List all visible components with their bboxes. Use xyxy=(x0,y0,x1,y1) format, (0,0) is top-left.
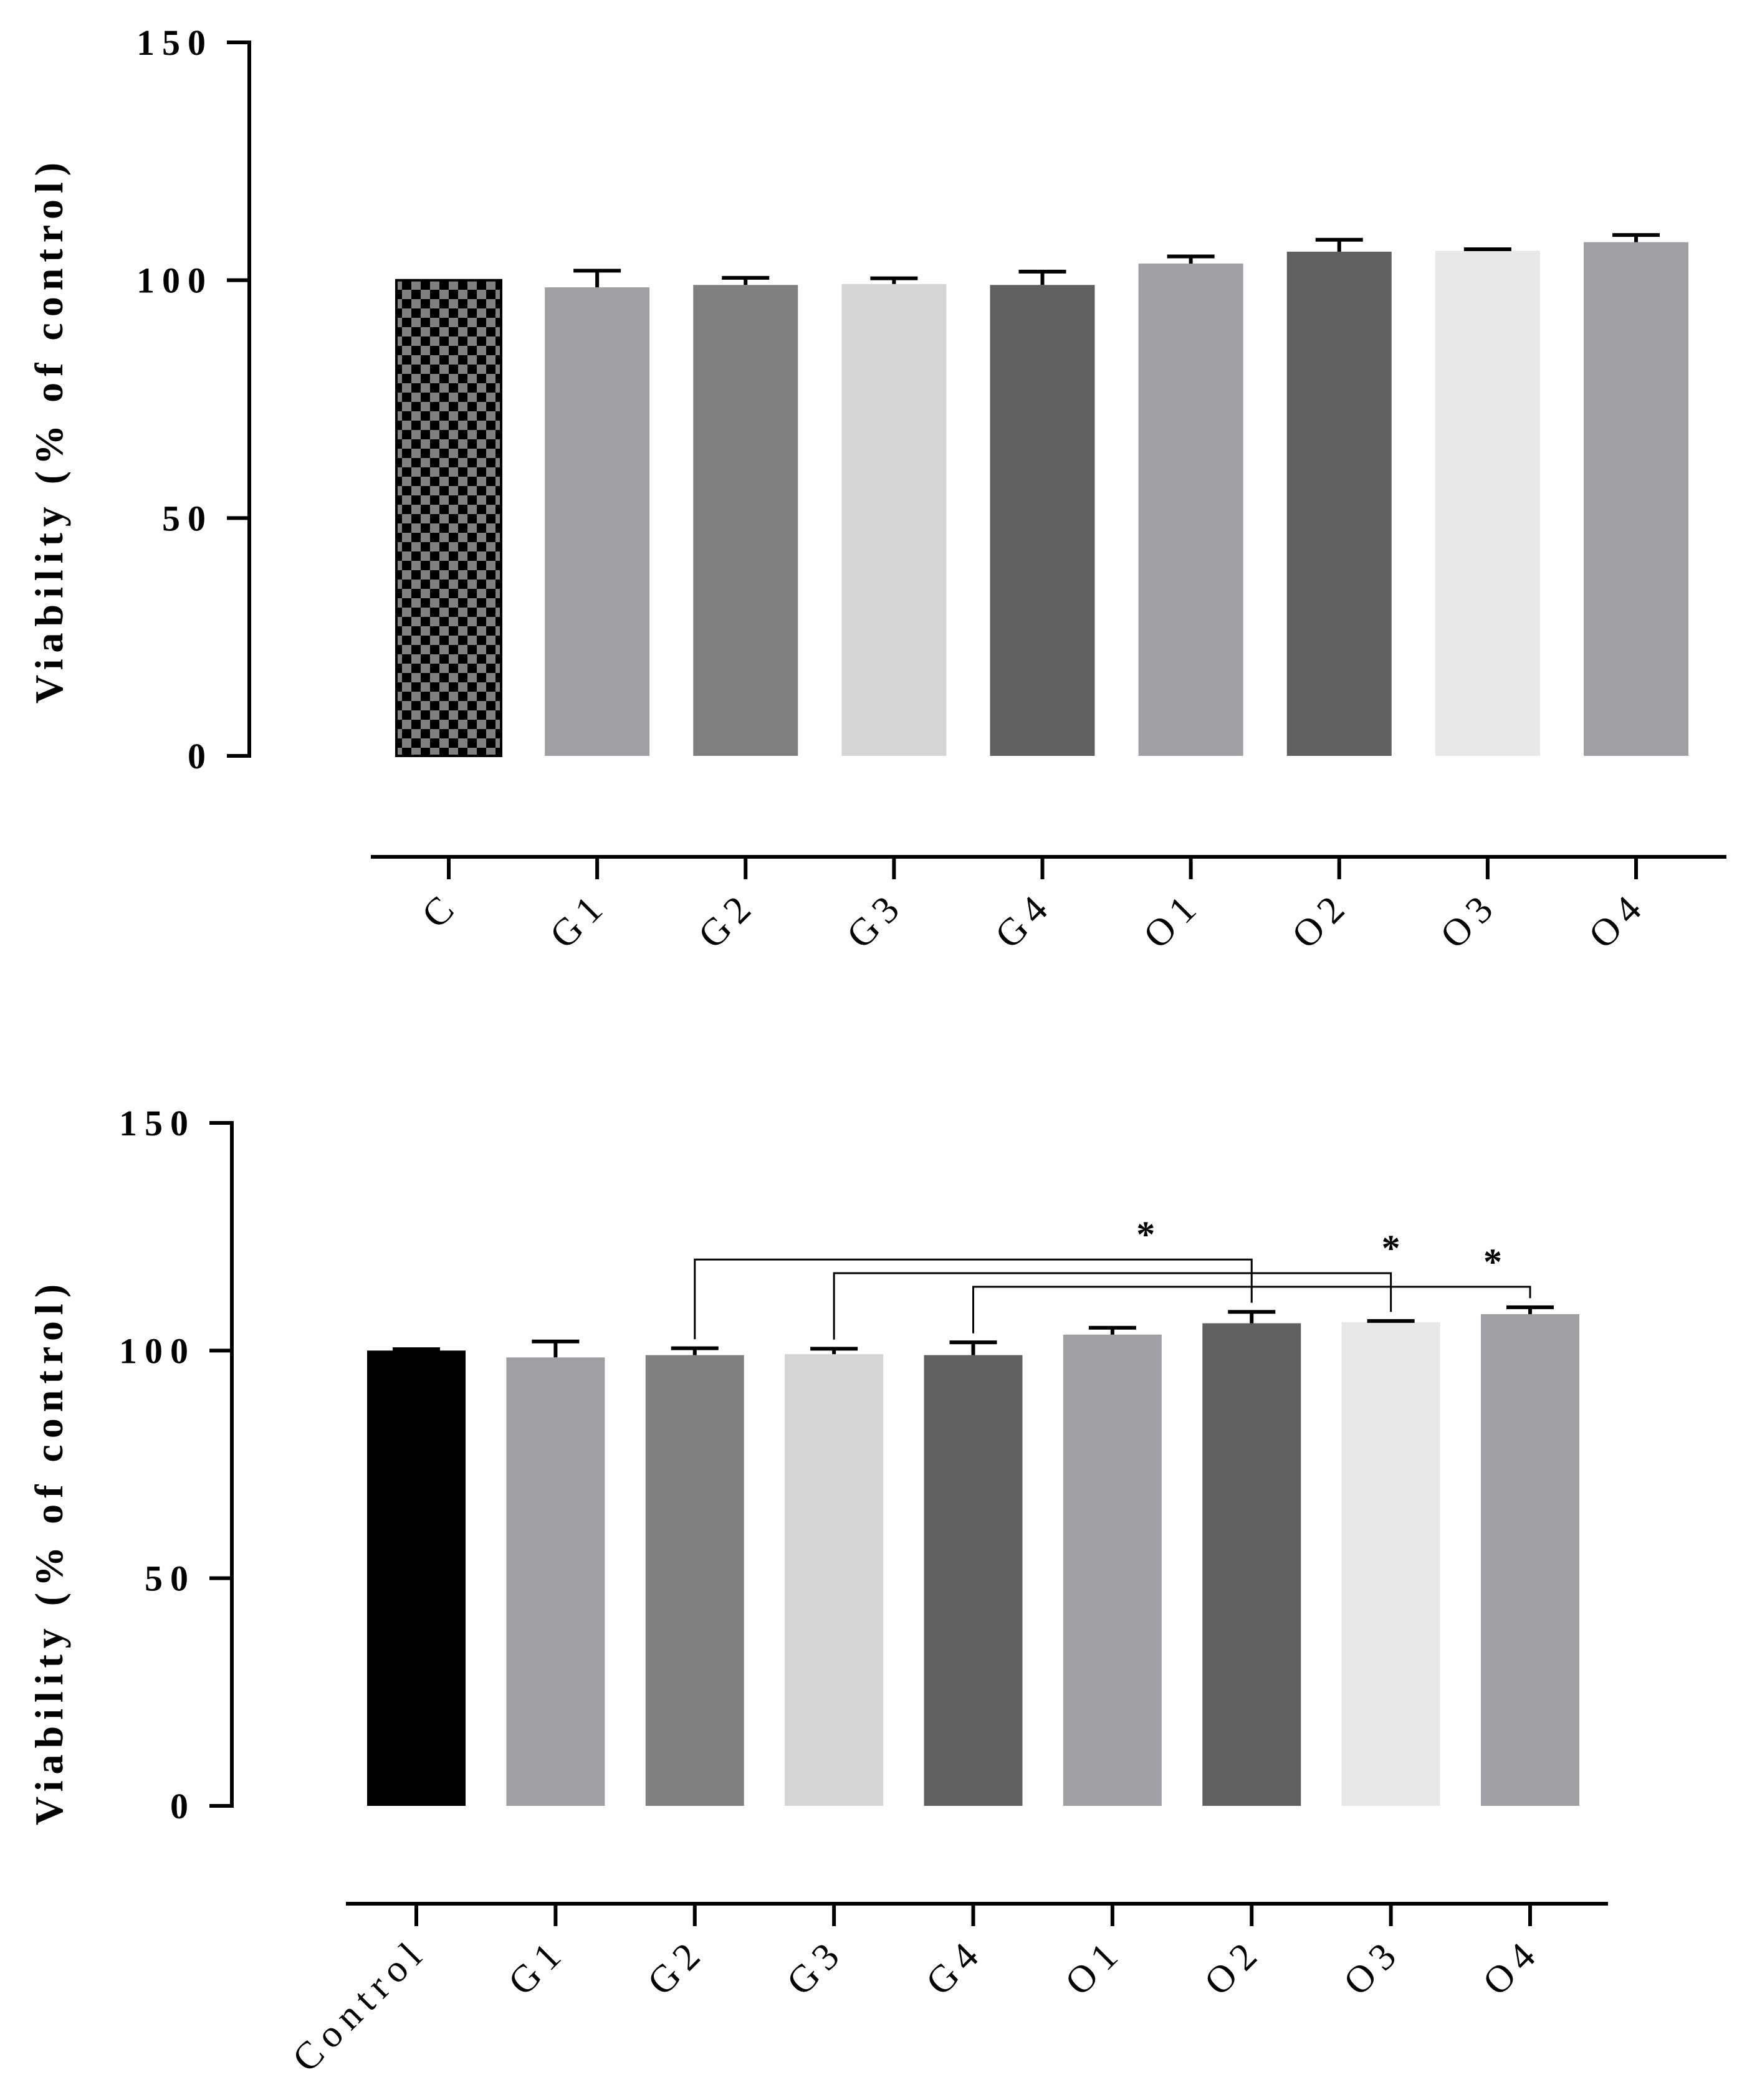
bottom-error-bar-g4 xyxy=(949,1340,997,1355)
bottom-y-tick-label-100: 100 xyxy=(119,1330,196,1371)
top-bars xyxy=(395,242,1688,757)
top-bar-g2 xyxy=(693,285,798,756)
top-error-bar-g4 xyxy=(1018,269,1066,285)
top-bar-o4 xyxy=(1584,242,1688,756)
significance-bracket-g2-o2 xyxy=(694,1258,1253,1340)
top-x-label-g3: G3 xyxy=(839,883,913,957)
bottom-bar-g1 xyxy=(506,1357,605,1806)
top-x-label-o4: O4 xyxy=(1581,883,1655,957)
top-error-bar-g1 xyxy=(573,269,621,288)
bottom-error-bar-o2 xyxy=(1228,1310,1276,1324)
top-y-axis-title: Viability (% of control) xyxy=(27,156,71,704)
bottom-error-bar-g2 xyxy=(671,1346,719,1355)
bottom-x-label-o1: O1 xyxy=(1057,1930,1131,2004)
top-error-bar-o2 xyxy=(1315,237,1363,252)
bottom-bar-g2 xyxy=(645,1355,744,1806)
bottom-axes: 0 50 100 150 xyxy=(119,1103,1608,1926)
top-x-label-o3: O3 xyxy=(1432,883,1506,957)
top-x-label-o2: O2 xyxy=(1284,883,1358,957)
bottom-x-labels: Control G1 G2 G3 G4 O1 O2 O3 O4 xyxy=(284,1930,1548,2080)
top-error-bar-o3 xyxy=(1463,247,1511,252)
top-bar-c xyxy=(395,279,502,757)
top-bar-o2 xyxy=(1286,251,1392,756)
bottom-x-label-g2: G2 xyxy=(639,1930,714,2004)
bottom-x-label-o3: O3 xyxy=(1336,1930,1410,2004)
bottom-significance-brackets: * * * xyxy=(694,1214,1531,1340)
top-axes: 0 50 100 150 xyxy=(136,22,1726,879)
top-chart: Viability (% of control) 0 50 100 150 C G1 G2… xyxy=(27,22,1726,957)
top-bar-o1 xyxy=(1138,263,1243,756)
bottom-bars xyxy=(367,1314,1579,1806)
bottom-error-bar-g3 xyxy=(810,1347,858,1355)
top-bar-o3 xyxy=(1435,251,1540,756)
bottom-error-bar-o3 xyxy=(1367,1319,1415,1323)
bottom-error-bar-control xyxy=(393,1347,440,1352)
bottom-x-label-o2: O2 xyxy=(1197,1930,1271,2004)
top-y-tick-label-0: 0 xyxy=(188,736,213,776)
bottom-x-label-o4: O4 xyxy=(1475,1930,1549,2004)
bottom-bar-o4 xyxy=(1481,1314,1579,1806)
bottom-bar-g3 xyxy=(785,1354,884,1806)
bottom-x-label-g1: G1 xyxy=(500,1930,575,2004)
bottom-bar-o3 xyxy=(1341,1322,1440,1806)
significance-bracket-g3-o3 xyxy=(833,1272,1392,1340)
bottom-y-tick-label-0: 0 xyxy=(170,1786,196,1826)
significance-star-g3-o3: * xyxy=(1382,1228,1400,1269)
top-error-bar-o1 xyxy=(1167,254,1215,264)
top-error-bars xyxy=(573,233,1660,288)
bottom-error-bar-o4 xyxy=(1506,1305,1554,1314)
top-x-label-g1: G1 xyxy=(542,883,616,957)
top-x-labels: C G1 G2 G3 G4 O1 O2 O3 O4 xyxy=(414,883,1655,957)
top-y-tick-label-150: 150 xyxy=(136,22,213,63)
top-bar-g1 xyxy=(545,287,650,756)
bottom-bar-g4 xyxy=(924,1355,1023,1806)
bottom-y-tick-label-50: 50 xyxy=(145,1558,196,1599)
bottom-bar-control xyxy=(367,1350,466,1806)
bottom-y-tick-label-150: 150 xyxy=(119,1103,196,1143)
bottom-error-bars xyxy=(393,1305,1554,1358)
top-y-tick-label-100: 100 xyxy=(136,260,213,301)
top-bar-g3 xyxy=(841,284,947,756)
top-x-label-o1: O1 xyxy=(1136,883,1210,957)
bottom-x-label-g3: G3 xyxy=(778,1930,853,2004)
bottom-error-bar-g1 xyxy=(532,1339,580,1358)
top-error-bar-g3 xyxy=(870,276,918,284)
bottom-bar-o1 xyxy=(1063,1334,1162,1806)
top-error-bar-g2 xyxy=(722,275,770,285)
top-bar-g4 xyxy=(990,285,1095,756)
bottom-x-label-g4: G4 xyxy=(918,1930,992,2004)
bottom-error-bar-o1 xyxy=(1088,1325,1136,1335)
top-x-label-g4: G4 xyxy=(987,883,1061,957)
bottom-bar-o2 xyxy=(1202,1323,1301,1806)
bottom-x-label-control: Control xyxy=(284,1930,434,2080)
top-x-label-g2: G2 xyxy=(691,883,765,957)
significance-star-g2-o2: * xyxy=(1136,1214,1155,1255)
top-x-label-c: C xyxy=(414,883,467,937)
significance-star-g4-o4: * xyxy=(1483,1241,1502,1282)
bottom-y-axis-title: Viability (% of control) xyxy=(27,1278,71,1825)
significance-bracket-g4-o4 xyxy=(972,1286,1531,1334)
top-y-tick-label-50: 50 xyxy=(162,498,213,538)
top-error-bar-o4 xyxy=(1612,233,1660,242)
bottom-chart: Viability (% of control) 0 50 100 150 * * * C… xyxy=(27,1103,1608,2080)
